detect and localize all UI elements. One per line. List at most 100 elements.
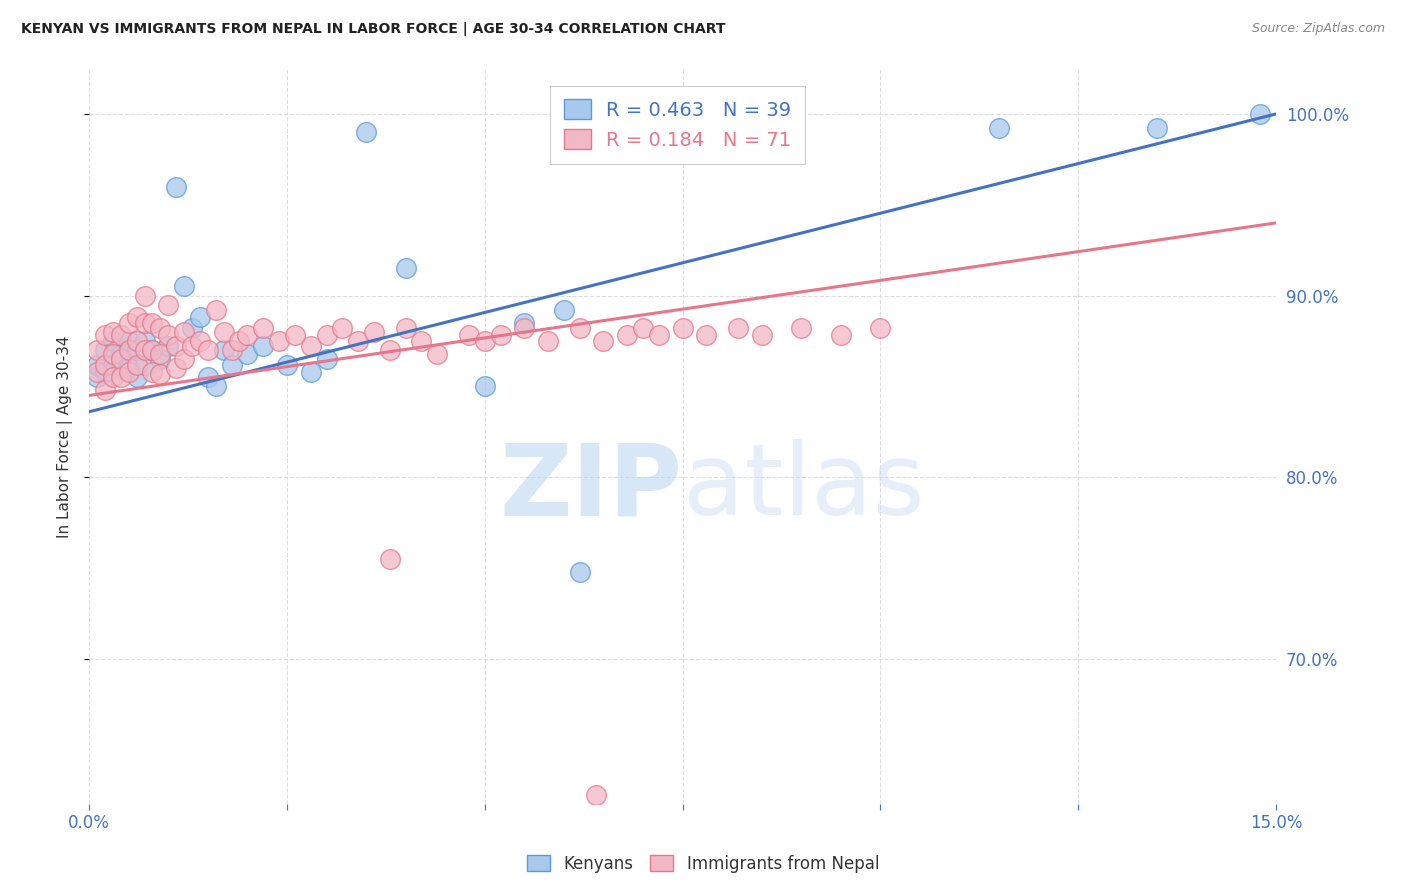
Point (197, 370, 219, 384)
Point (988, 121, 1011, 136)
Point (134, 316, 156, 330)
Point (94, 365, 117, 379)
Point (276, 358, 298, 372)
Point (134, 358, 156, 372)
Point (236, 328, 259, 343)
Point (110, 370, 132, 384)
Point (751, 328, 773, 343)
Point (101, 358, 124, 372)
Point (672, 321, 695, 335)
Point (197, 343, 219, 357)
Point (378, 551, 401, 566)
Point (727, 321, 749, 335)
Point (426, 346, 449, 360)
Point (553, 303, 575, 318)
Point (141, 343, 163, 357)
Point (101, 370, 124, 384)
Point (332, 321, 354, 335)
Point (165, 361, 187, 376)
Point (86, 370, 108, 384)
Point (157, 339, 180, 353)
Point (149, 321, 172, 335)
Point (157, 328, 180, 343)
Point (118, 316, 141, 330)
Point (212, 343, 235, 357)
Point (94, 328, 117, 343)
Point (299, 339, 322, 353)
Point (363, 325, 385, 339)
Point (125, 358, 148, 372)
Point (118, 361, 141, 376)
Point (110, 361, 132, 376)
Point (1146, 121, 1168, 136)
Legend: Kenyans, Immigrants from Nepal: Kenyans, Immigrants from Nepal (520, 848, 886, 880)
Point (252, 339, 274, 353)
Text: atlas: atlas (683, 439, 924, 536)
Point (236, 346, 259, 360)
Point (165, 179, 187, 194)
Point (631, 321, 654, 335)
Point (204, 303, 226, 318)
Point (315, 328, 337, 343)
Point (568, 321, 591, 335)
Point (648, 328, 671, 343)
Point (141, 343, 163, 357)
Point (315, 352, 337, 367)
Point (181, 339, 204, 353)
Point (568, 565, 591, 579)
Point (86, 365, 108, 379)
Point (474, 334, 496, 348)
Point (149, 352, 172, 367)
Point (101, 346, 124, 360)
Text: Source: ZipAtlas.com: Source: ZipAtlas.com (1251, 22, 1385, 36)
Point (228, 334, 250, 348)
Point (165, 339, 187, 353)
Point (378, 343, 401, 357)
Point (267, 334, 290, 348)
Point (458, 328, 481, 343)
Point (125, 310, 148, 325)
Point (616, 328, 638, 343)
Point (125, 334, 148, 348)
Point (252, 321, 274, 335)
Point (101, 325, 124, 339)
Point (134, 343, 156, 357)
Point (86, 343, 108, 357)
Point (110, 346, 132, 360)
Point (118, 343, 141, 357)
Point (134, 334, 156, 348)
Point (173, 279, 195, 293)
Point (204, 379, 226, 393)
Point (354, 125, 377, 139)
Point (173, 352, 195, 367)
Point (299, 365, 322, 379)
Point (118, 334, 141, 348)
Point (284, 328, 307, 343)
Text: KENYAN VS IMMIGRANTS FROM NEPAL IN LABOR FORCE | AGE 30-34 CORRELATION CHART: KENYAN VS IMMIGRANTS FROM NEPAL IN LABOR… (21, 22, 725, 37)
Point (110, 328, 132, 343)
Point (695, 328, 717, 343)
Point (101, 334, 124, 348)
Point (1249, 107, 1271, 121)
Point (94, 343, 117, 357)
Point (118, 365, 141, 379)
Point (141, 316, 163, 330)
Legend: R = 0.463   N = 39, R = 0.184   N = 71: R = 0.463 N = 39, R = 0.184 N = 71 (550, 86, 806, 163)
Point (149, 367, 172, 381)
Point (125, 370, 148, 384)
Point (134, 288, 156, 302)
Point (347, 334, 370, 348)
Point (94, 383, 117, 397)
Point (830, 328, 852, 343)
Point (537, 334, 560, 348)
Point (585, 788, 607, 802)
Point (395, 321, 418, 335)
Point (110, 352, 132, 367)
Point (181, 321, 204, 335)
Point (513, 316, 536, 330)
Point (157, 297, 180, 311)
Point (592, 334, 614, 348)
Point (790, 321, 813, 335)
Point (173, 325, 195, 339)
Point (188, 334, 211, 348)
